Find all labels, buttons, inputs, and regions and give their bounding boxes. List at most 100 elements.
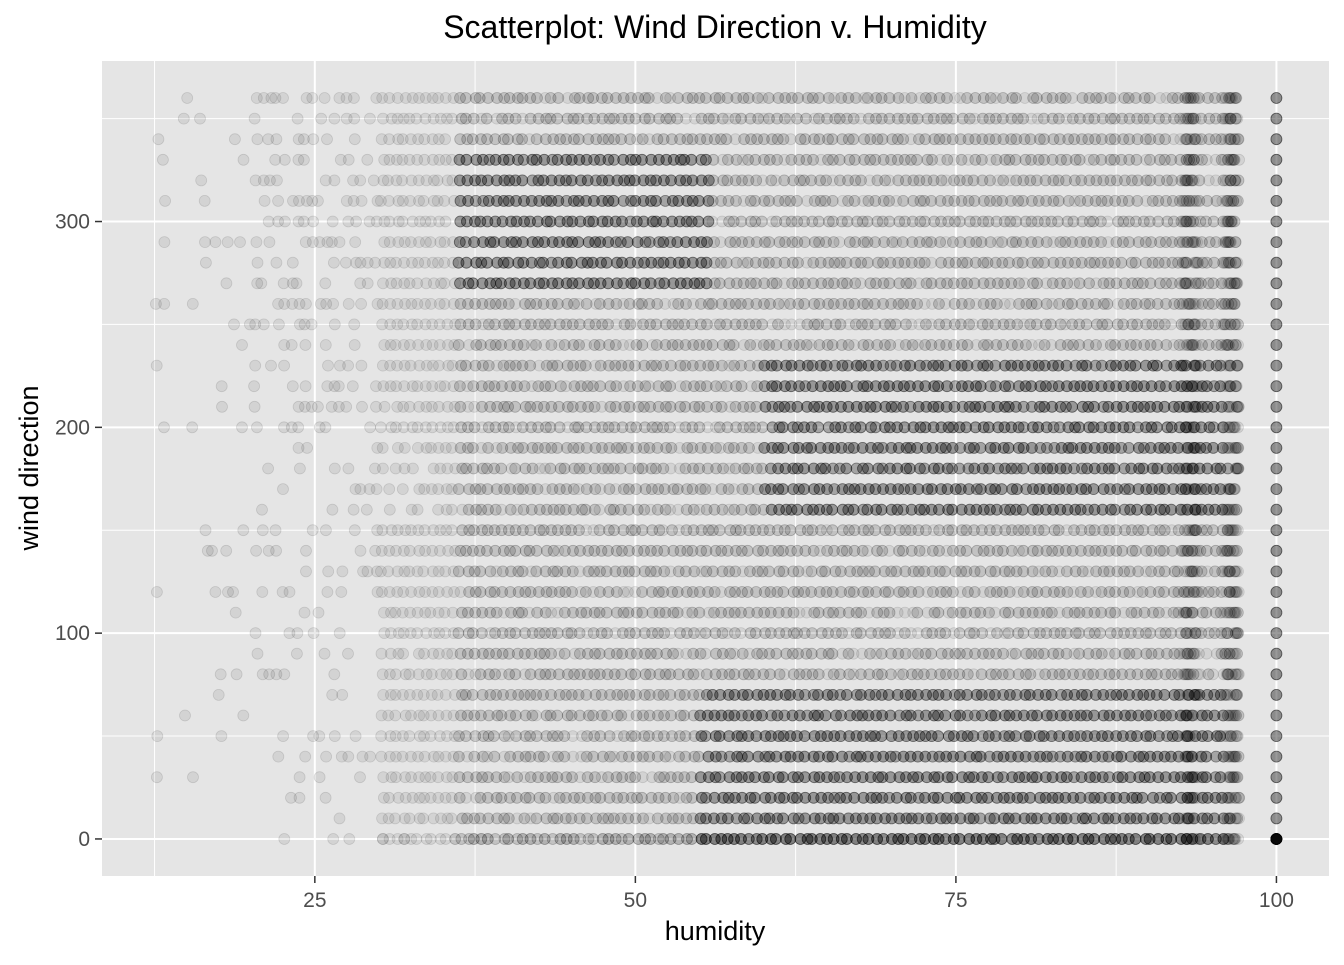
data-point	[313, 607, 324, 618]
data-point	[398, 648, 409, 659]
data-point	[278, 731, 289, 742]
data-point	[1232, 628, 1243, 639]
data-point	[404, 813, 415, 824]
data-point	[152, 731, 163, 742]
data-point	[876, 731, 887, 742]
data-point	[1189, 689, 1200, 700]
data-point	[343, 648, 354, 659]
data-point	[344, 834, 355, 845]
data-point	[1137, 792, 1148, 803]
data-point	[336, 587, 347, 598]
data-point	[693, 751, 704, 762]
data-point	[321, 751, 332, 762]
data-point	[940, 710, 951, 721]
data-point	[1189, 792, 1200, 803]
data-point	[252, 648, 263, 659]
data-point	[524, 792, 535, 803]
data-point	[188, 772, 199, 783]
data-point	[308, 628, 319, 639]
data-point	[841, 689, 852, 700]
data-point	[1226, 607, 1237, 618]
data-point	[292, 628, 303, 639]
data-point	[1201, 648, 1212, 659]
data-point	[273, 751, 284, 762]
data-point	[1190, 628, 1201, 639]
data-point	[1271, 628, 1282, 639]
data-point	[1193, 834, 1204, 845]
data-point	[778, 813, 789, 824]
data-point	[279, 834, 290, 845]
data-point	[1271, 669, 1282, 680]
data-point	[602, 710, 613, 721]
data-point	[777, 772, 788, 783]
data-point	[365, 751, 376, 762]
data-point	[637, 607, 648, 618]
data-point	[1025, 792, 1036, 803]
data-point	[404, 731, 415, 742]
data-point	[700, 731, 711, 742]
data-point	[1178, 607, 1189, 618]
data-point	[1159, 689, 1170, 700]
data-point	[933, 607, 944, 618]
data-point	[1220, 834, 1231, 845]
data-point	[1130, 834, 1141, 845]
data-point	[390, 710, 401, 721]
data-point	[770, 834, 781, 845]
data-point	[1271, 772, 1282, 783]
data-point	[1192, 751, 1203, 762]
data-point	[1189, 772, 1200, 783]
data-point	[996, 834, 1007, 845]
data-point	[151, 587, 162, 598]
data-point	[1145, 628, 1156, 639]
data-point	[990, 607, 1001, 618]
data-point	[601, 607, 612, 618]
data-point	[488, 731, 499, 742]
data-point	[446, 813, 457, 824]
data-point	[771, 648, 782, 659]
data-point	[343, 751, 354, 762]
data-point	[1185, 648, 1196, 659]
data-point	[355, 772, 366, 783]
data-point	[1181, 834, 1192, 845]
data-point	[820, 710, 831, 721]
data-point	[1024, 731, 1035, 742]
data-point	[418, 813, 429, 824]
data-point	[334, 813, 345, 824]
data-point	[1018, 628, 1029, 639]
data-point	[559, 648, 570, 659]
data-point	[350, 731, 361, 742]
data-point	[700, 648, 711, 659]
data-point	[279, 669, 290, 680]
data-point	[1166, 834, 1177, 845]
data-point	[947, 772, 958, 783]
data-point	[327, 689, 338, 700]
data-point	[329, 731, 340, 742]
data-point	[531, 813, 542, 824]
data-point	[294, 772, 305, 783]
data-point	[926, 648, 937, 659]
data-point	[151, 772, 162, 783]
data-point	[1183, 669, 1194, 680]
data-point	[475, 587, 486, 598]
data-point	[216, 731, 227, 742]
data-point	[453, 628, 464, 639]
data-point	[686, 834, 697, 845]
data-point	[1271, 607, 1282, 618]
data-point	[1074, 628, 1085, 639]
data-point	[1223, 710, 1234, 721]
data-point	[411, 834, 422, 845]
data-point	[1180, 751, 1191, 762]
data-point	[749, 792, 760, 803]
data-point	[1271, 689, 1282, 700]
data-point	[912, 607, 923, 618]
data-point	[1222, 628, 1233, 639]
data-point	[1271, 792, 1282, 803]
data-point	[1271, 648, 1282, 659]
data-point	[1224, 813, 1235, 824]
data-point	[314, 772, 325, 783]
data-point	[238, 710, 249, 721]
data-point	[329, 669, 340, 680]
data-point	[213, 689, 224, 700]
